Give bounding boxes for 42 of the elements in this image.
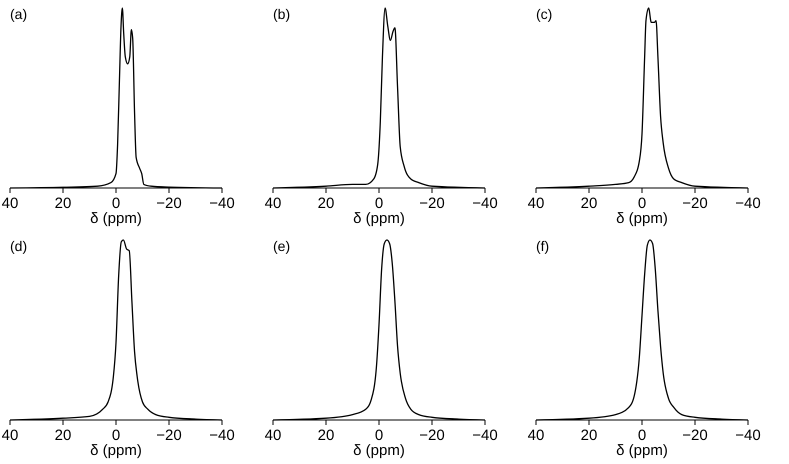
x-tick-label: 20	[54, 195, 72, 212]
x-tick-label: −20	[682, 427, 708, 444]
x-tick-label: 0	[374, 195, 384, 212]
x-tick-label: 0	[638, 427, 646, 444]
x-tick-label: 0	[374, 427, 384, 444]
x-axis-title: δ (ppm)	[90, 442, 142, 459]
x-axis-title: δ (ppm)	[616, 210, 668, 227]
x-tick-label: −40	[209, 195, 235, 212]
x-tick-label: −20	[419, 195, 445, 212]
x-tick-label: 40	[528, 195, 544, 212]
x-tick-label: 20	[318, 427, 334, 444]
x-tick-label: 40	[2, 427, 18, 444]
x-tick-label: −20	[156, 427, 182, 444]
x-tick-label: −40	[735, 195, 761, 212]
x-axis-title: δ (ppm)	[353, 442, 405, 459]
x-tick-label: 40	[528, 427, 544, 444]
x-tick-label: −40	[472, 427, 498, 444]
x-tick-label: 20	[580, 427, 598, 444]
x-tick-label: −20	[682, 195, 708, 212]
x-tick-label: −40	[472, 195, 498, 212]
chart-title: (c)	[536, 6, 552, 22]
chart-title: (d)	[10, 238, 28, 254]
x-tick-label: 40	[264, 427, 282, 444]
chart-title: (b)	[273, 6, 290, 22]
x-tick-label: 20	[54, 427, 72, 444]
x-tick-label: −20	[156, 195, 182, 212]
x-tick-label: 20	[318, 195, 334, 212]
x-axis-title: δ (ppm)	[90, 210, 142, 227]
chart-title: (f)	[536, 238, 550, 254]
x-tick-label: 40	[2, 195, 18, 212]
chart-title: (a)	[10, 6, 28, 22]
x-axis-title: δ (ppm)	[353, 210, 405, 227]
x-axis-title: δ (ppm)	[616, 442, 668, 459]
x-tick-label: 0	[638, 195, 646, 212]
x-tick-label: 0	[112, 195, 120, 212]
x-tick-label: −20	[419, 427, 445, 444]
x-tick-label: −40	[209, 427, 235, 444]
x-tick-label: −40	[735, 427, 761, 444]
x-tick-label: 0	[112, 427, 120, 444]
chart-title: (e)	[273, 238, 290, 254]
x-tick-label: 40	[264, 195, 282, 212]
x-tick-label: 20	[580, 195, 598, 212]
